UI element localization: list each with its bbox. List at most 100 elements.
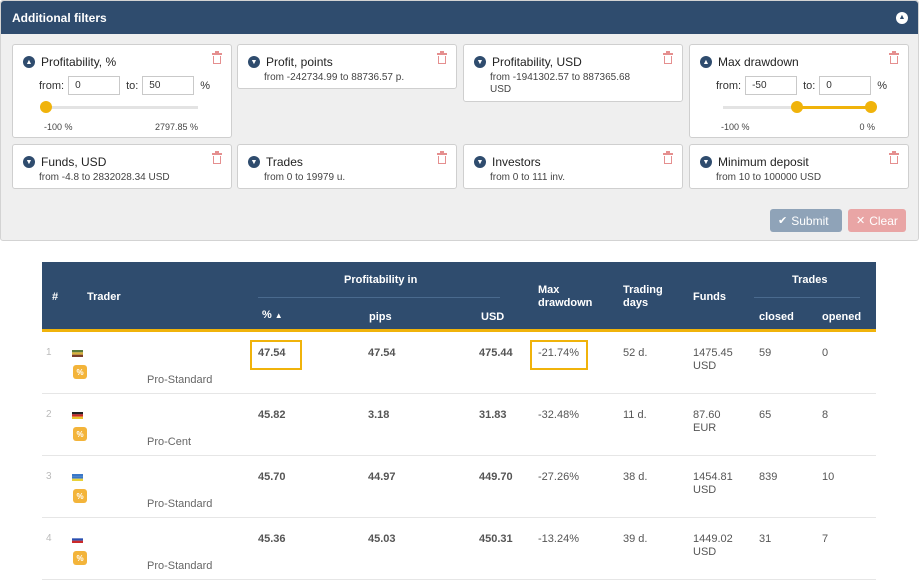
- funds-currency: USD: [693, 360, 717, 372]
- col-opened[interactable]: opened: [822, 311, 862, 323]
- col-pct[interactable]: % ▲: [262, 309, 283, 321]
- account-type: Pro-Standard: [147, 498, 213, 510]
- submit-label: Submit: [791, 213, 829, 228]
- funds: 1449.02 USD: [693, 533, 733, 559]
- filter-trades[interactable]: ▼ Trades from 0 to 19979 u.: [237, 144, 457, 189]
- profitability-pips: 47.54: [368, 347, 396, 359]
- highlight-box: [530, 340, 588, 370]
- chevron-up-icon[interactable]: ▲: [700, 56, 712, 68]
- filter-funds-usd[interactable]: ▼ Funds, USD from -4.8 to 2832028.34 USD: [12, 144, 232, 189]
- trash-icon[interactable]: [212, 51, 222, 64]
- col-max-drawdown[interactable]: Max drawdown: [538, 284, 592, 310]
- unit-label: %: [877, 79, 888, 92]
- country-flag-icon: [72, 474, 83, 481]
- scale-min: -100 %: [721, 122, 750, 132]
- filter-profit-points[interactable]: ▼ Profit, points from -242734.99 to 88736…: [237, 44, 457, 89]
- filter-max-drawdown: ▲ Max drawdown from: to: % -100 % 0 %: [689, 44, 909, 138]
- profitability-pct: 47.54: [258, 347, 286, 359]
- filter-title: Minimum deposit: [718, 155, 809, 169]
- table-row[interactable]: 1% Pro-Standard 47.54 47.54 475.44 -21.74% 52 …: [42, 332, 876, 394]
- trash-icon[interactable]: [889, 151, 899, 164]
- range-slider[interactable]: [40, 101, 198, 113]
- chevron-down-icon[interactable]: ▼: [474, 56, 486, 68]
- trades-opened: 0: [822, 347, 829, 359]
- slider-knob-high[interactable]: [865, 101, 877, 113]
- percent-icon[interactable]: %: [73, 365, 87, 379]
- filter-title: Funds, USD: [41, 155, 107, 169]
- trash-icon[interactable]: [663, 151, 673, 164]
- trash-icon[interactable]: [437, 51, 447, 64]
- table-row[interactable]: 3% Pro-Standard 45.70 44.97 449.70 -27.26% 38 …: [42, 456, 876, 518]
- trading-days: 38 d.: [623, 471, 648, 483]
- col-usd[interactable]: USD: [481, 311, 505, 323]
- trades-opened: 8: [822, 409, 829, 421]
- scale-max: 0 %: [859, 122, 875, 132]
- filter-range: from -1941302.57 to 887365.68 USD: [490, 72, 630, 96]
- clear-button[interactable]: ✕ Clear: [848, 209, 906, 232]
- funds-currency: EUR: [693, 422, 717, 434]
- col-trader[interactable]: Trader: [87, 291, 121, 303]
- sort-asc-icon[interactable]: ▲: [274, 311, 283, 320]
- col-trading-days[interactable]: Trading days: [623, 284, 663, 310]
- filter-min-deposit[interactable]: ▼ Minimum deposit from 10 to 100000 USD: [689, 144, 909, 189]
- to-input[interactable]: [819, 76, 872, 95]
- percent-icon[interactable]: %: [73, 551, 87, 565]
- account-type: Pro-Cent: [147, 436, 192, 448]
- max-drawdown: -32.48%: [538, 409, 579, 421]
- col-num: #: [52, 291, 59, 303]
- slider-knob-low[interactable]: [40, 101, 52, 113]
- table-row[interactable]: 4% Pro-Standard 45.36 45.03 450.31 -13.24% 39 …: [42, 518, 876, 580]
- header-divider: [754, 297, 860, 298]
- from-input[interactable]: [68, 76, 121, 95]
- max-drawdown: -13.24%: [538, 533, 579, 545]
- trades-closed: 59: [759, 347, 772, 359]
- filter-title: Profitability, %: [41, 55, 117, 69]
- trades-opened: 10: [822, 471, 835, 483]
- profitability-pct: 45.70: [258, 471, 286, 483]
- filter-title: Profit, points: [266, 55, 333, 69]
- percent-icon[interactable]: %: [73, 489, 87, 503]
- from-label: from:: [39, 79, 65, 92]
- profitability-pips: 44.97: [368, 471, 396, 483]
- filter-profitability-usd[interactable]: ▼ Profitability, USD from -1941302.57 to …: [463, 44, 683, 102]
- col-pips[interactable]: pips: [369, 311, 392, 323]
- col-funds[interactable]: Funds: [693, 291, 726, 303]
- chevron-up-icon[interactable]: ▲: [23, 56, 35, 68]
- filter-investors[interactable]: ▼ Investors from 0 to 111 inv.: [463, 144, 683, 189]
- chevron-down-icon[interactable]: ▼: [248, 56, 260, 68]
- chevron-down-icon[interactable]: ▼: [474, 156, 486, 168]
- panel-header[interactable]: Additional filters ▲: [1, 1, 918, 34]
- row-number: 2: [46, 409, 52, 420]
- country-flag-icon: [72, 350, 83, 357]
- chevron-down-icon[interactable]: ▼: [700, 156, 712, 168]
- slider-knob-low[interactable]: [791, 101, 803, 113]
- filter-range: from -4.8 to 2832028.34 USD: [39, 172, 170, 183]
- trash-icon[interactable]: [437, 151, 447, 164]
- profitability-pct: 45.36: [258, 533, 286, 545]
- chevron-down-icon[interactable]: ▼: [248, 156, 260, 168]
- chevron-down-icon[interactable]: ▼: [23, 156, 35, 168]
- submit-button[interactable]: ✔ Submit: [770, 209, 842, 232]
- scale-min: -100 %: [44, 122, 73, 132]
- range-slider[interactable]: [723, 101, 877, 113]
- range-inputs: from: to: %: [39, 76, 210, 95]
- col-trading-days-line1: Trading: [623, 284, 663, 296]
- col-closed[interactable]: closed: [759, 311, 794, 323]
- to-input[interactable]: [142, 76, 195, 95]
- table-row[interactable]: 2% Pro-Cent 45.82 3.18 31.83 -32.48% 11 d. 87.6…: [42, 394, 876, 456]
- profitability-usd: 475.44: [479, 347, 513, 359]
- trash-icon[interactable]: [212, 151, 222, 164]
- chevron-up-icon[interactable]: ▲: [896, 11, 908, 24]
- profitability-usd: 450.31: [479, 533, 513, 545]
- trading-days: 39 d.: [623, 533, 648, 545]
- col-profitability-in: Profitability in: [344, 274, 418, 286]
- funds-amount: 1454.81: [693, 471, 733, 483]
- filter-title: Max drawdown: [718, 55, 799, 69]
- clear-label: Clear: [869, 213, 898, 228]
- row-number: 1: [46, 347, 52, 358]
- percent-icon[interactable]: %: [73, 427, 87, 441]
- trash-icon[interactable]: [663, 51, 673, 64]
- trash-icon[interactable]: [889, 51, 899, 64]
- from-input[interactable]: [745, 76, 798, 95]
- filter-title: Profitability, USD: [492, 55, 582, 69]
